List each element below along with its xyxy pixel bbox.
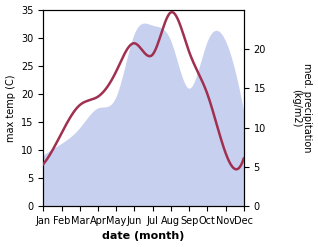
X-axis label: date (month): date (month) xyxy=(102,231,185,242)
Y-axis label: med. precipitation
(kg/m2): med. precipitation (kg/m2) xyxy=(291,63,313,153)
Y-axis label: max temp (C): max temp (C) xyxy=(5,74,16,142)
